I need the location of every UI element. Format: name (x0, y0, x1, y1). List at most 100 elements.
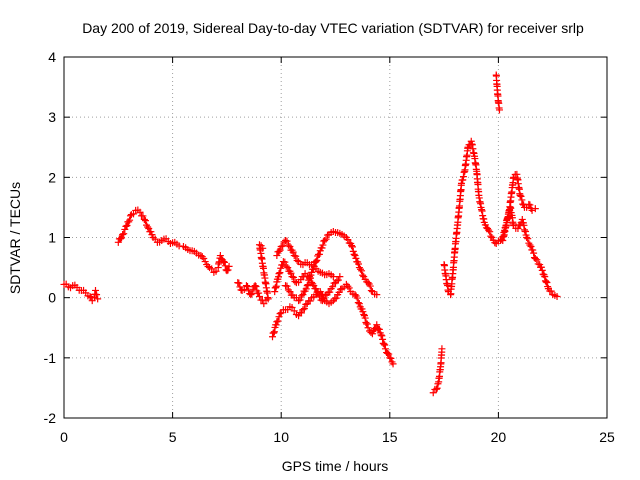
data-point-seg-6 (303, 282, 311, 290)
data-point-seg-6 (302, 285, 310, 293)
x-axis-label: GPS time / hours (282, 458, 389, 474)
data-point-seg-8 (459, 176, 467, 184)
y-tick-labels: -2 -1 0 1 2 3 4 (44, 49, 57, 426)
data-point-seg-3 (344, 282, 352, 290)
data-point-seg-10 (503, 215, 511, 223)
data-point-seg-4 (287, 269, 295, 277)
data-point-seg-3 (377, 331, 385, 339)
data-point-seg-3 (387, 354, 395, 362)
data-point-seg-6 (315, 250, 323, 258)
data-point-seg-2 (235, 279, 243, 287)
data-point-seg-5 (290, 252, 298, 260)
data-point-seg-6 (322, 235, 330, 243)
data-point-seg-5 (289, 248, 297, 256)
data-point-seg-3 (379, 335, 387, 343)
data-point-seg-5 (293, 257, 301, 265)
data-point-seg-1 (224, 266, 232, 274)
data-point-seg-3 (300, 305, 308, 313)
data-point-seg-6 (304, 281, 312, 289)
data-point-seg-10 (543, 279, 551, 287)
data-point-seg-3 (299, 306, 307, 314)
data-point-seg-6 (295, 297, 303, 305)
data-point-seg-3 (363, 320, 371, 328)
data-point-seg-6 (313, 256, 321, 264)
data-point-seg-1 (140, 215, 148, 223)
data-point-seg-8 (486, 228, 494, 236)
data-point-seg-10 (527, 243, 535, 251)
y-tick-label: 3 (48, 109, 56, 125)
data-point-seg-6 (318, 244, 326, 252)
data-point-seg-3 (389, 360, 397, 368)
data-point-seg-4 (312, 285, 320, 293)
data-point-seg-2 (244, 282, 252, 290)
data-point-seg-0 (86, 292, 94, 300)
chart-title: Day 200 of 2019, Sidereal Day-to-day VTE… (82, 20, 584, 36)
data-point-seg-2 (248, 290, 256, 298)
data-point-seg-6 (319, 241, 327, 249)
data-point-seg-9 (495, 106, 503, 114)
data-point-seg-8 (519, 200, 527, 208)
data-point-seg-1 (141, 217, 149, 225)
data-point-seg-3 (379, 339, 387, 347)
data-point-seg-3 (385, 350, 393, 358)
data-point-seg-2 (255, 289, 263, 297)
data-point-seg-4 (329, 283, 337, 291)
data-point-seg-6 (296, 296, 304, 304)
data-point-seg-3 (373, 321, 381, 329)
data-point-seg-8 (485, 226, 493, 234)
y-tick-label: -2 (44, 410, 57, 426)
data-point-seg-1 (220, 258, 228, 266)
data-point-seg-3 (290, 307, 298, 315)
data-point-seg-3 (345, 284, 353, 292)
data-point-seg-6 (356, 265, 364, 273)
data-point-seg-3 (331, 295, 339, 303)
y-tick-label: -1 (44, 350, 57, 366)
data-point-seg-4 (276, 269, 284, 277)
data-point-seg-5 (276, 246, 284, 254)
data-point-seg-3 (272, 321, 280, 329)
data-point-seg-10 (524, 235, 532, 243)
data-point-seg-2 (242, 282, 250, 290)
data-point-seg-4 (288, 273, 296, 281)
data-point-seg-4 (284, 264, 292, 272)
data-point-seg-1 (118, 234, 126, 242)
data-point-seg-7 (438, 345, 446, 353)
data-point-seg-2 (240, 286, 248, 294)
data-point-seg-3 (380, 340, 388, 348)
data-point-seg-4 (318, 297, 326, 305)
data-point-seg-10 (553, 292, 561, 300)
data-point-seg-6 (310, 263, 318, 271)
data-point-seg-4 (291, 278, 299, 286)
data-point-seg-6 (358, 267, 366, 275)
data-point-seg-2 (252, 283, 260, 291)
data-point-seg-5 (284, 241, 292, 249)
data-point-seg-7 (429, 389, 437, 397)
data-point-seg-5 (275, 247, 283, 255)
x-tick-label: 20 (491, 429, 507, 445)
y-axis-label: SDTVAR / TECUs (7, 182, 23, 294)
data-point-seg-10 (541, 277, 549, 285)
data-point-seg-6 (284, 286, 292, 294)
data-point-seg-3 (361, 314, 369, 322)
data-point-seg-3 (332, 294, 340, 302)
data-point-seg-10 (533, 256, 541, 264)
data-point-seg-4 (314, 291, 322, 299)
data-point-seg-1 (123, 221, 131, 229)
data-point-seg-2 (255, 292, 263, 300)
x-tick-label: 0 (60, 429, 68, 445)
data-point-seg-8 (491, 239, 499, 247)
data-point-seg-1 (201, 258, 209, 266)
data-point-seg-3 (335, 288, 343, 296)
y-tick-label: 0 (48, 290, 56, 306)
data-point-seg-3 (381, 341, 389, 349)
data-point-seg-7 (432, 385, 440, 393)
data-point-seg-3 (384, 349, 392, 357)
data-point-seg-3 (306, 297, 314, 305)
data-point-seg-5 (292, 252, 300, 260)
data-point-seg-5 (273, 252, 281, 260)
data-point-seg-10 (514, 224, 522, 232)
data-point-seg-3 (270, 328, 278, 336)
data-point-seg-6 (306, 274, 314, 282)
data-point-seg-4 (316, 292, 324, 300)
data-point-seg-6 (359, 271, 367, 279)
